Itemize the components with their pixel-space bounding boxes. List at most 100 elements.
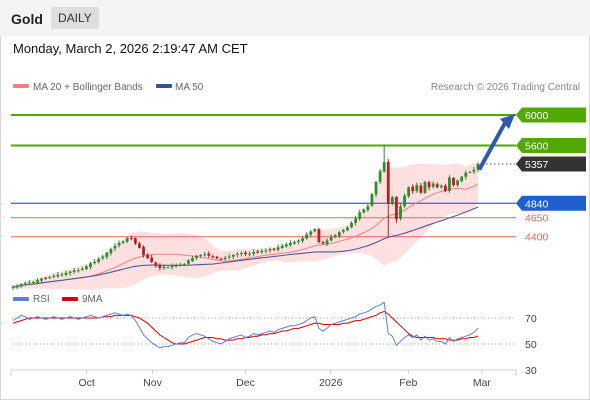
candle xyxy=(223,255,227,261)
level-label: 5357 xyxy=(525,159,549,171)
candle xyxy=(85,264,88,271)
level-label: 6000 xyxy=(525,110,549,122)
candle xyxy=(431,181,435,189)
candle-body xyxy=(80,268,84,270)
candle-body xyxy=(268,248,272,251)
candle xyxy=(154,261,158,268)
candle xyxy=(403,193,406,208)
candle-body xyxy=(443,185,447,192)
candle xyxy=(439,184,443,189)
candle xyxy=(276,244,280,252)
candle xyxy=(23,281,27,286)
candle xyxy=(358,209,362,222)
candle xyxy=(272,247,276,252)
candle-body xyxy=(341,229,345,232)
candle-body xyxy=(109,248,113,254)
candle-body xyxy=(150,257,154,262)
candle xyxy=(121,240,125,245)
candle-body xyxy=(138,243,141,248)
candle-body xyxy=(162,266,166,269)
candle xyxy=(386,159,390,237)
candle-body xyxy=(297,240,300,242)
candle-body xyxy=(256,251,260,253)
candle-body xyxy=(411,186,415,192)
candle-body xyxy=(121,241,125,243)
candle xyxy=(337,231,341,239)
rsi-ma-legend-swatch xyxy=(62,297,78,301)
level-badge-bg xyxy=(516,137,586,153)
candle xyxy=(56,271,60,279)
rsi-line xyxy=(12,301,479,349)
candle-body xyxy=(15,285,19,288)
candle-body xyxy=(276,247,280,250)
bollinger-legend-swatch xyxy=(13,84,29,88)
candle xyxy=(370,192,374,208)
rsi-legend-label: RSI xyxy=(33,294,50,305)
candle-body xyxy=(154,262,158,266)
candle xyxy=(133,237,137,246)
candle xyxy=(374,180,378,198)
candle-body xyxy=(215,256,219,259)
credit-text: Research © 2026 Trading Central xyxy=(431,82,580,93)
candle xyxy=(68,270,72,276)
candle xyxy=(288,240,292,247)
candle-body xyxy=(231,255,235,257)
timeframe-button[interactable]: DAILY xyxy=(51,7,99,29)
candle xyxy=(105,251,109,260)
candle-body xyxy=(472,169,476,172)
candle-body xyxy=(178,264,182,266)
candle xyxy=(468,170,472,174)
candle xyxy=(427,180,431,191)
candle xyxy=(382,145,386,173)
candle-body xyxy=(280,245,284,248)
candle-body xyxy=(166,267,170,269)
candle-body xyxy=(325,240,329,245)
candle xyxy=(211,254,215,259)
candle-body xyxy=(301,238,305,241)
candle-body xyxy=(227,256,231,258)
candle xyxy=(170,263,174,270)
candle xyxy=(252,249,256,256)
candle-body xyxy=(191,258,194,262)
candle xyxy=(231,253,235,260)
candle-body xyxy=(272,248,276,250)
candle xyxy=(305,231,309,240)
candle xyxy=(11,285,15,290)
candle-body xyxy=(44,277,48,279)
candle-body xyxy=(93,261,96,264)
rsi-ma-legend-label: 9MA xyxy=(82,294,103,305)
level-label: 4650 xyxy=(525,213,549,225)
candle-body xyxy=(195,255,198,259)
candle-body xyxy=(386,161,390,204)
candle-body xyxy=(407,187,411,197)
candle-body xyxy=(366,206,370,210)
candle xyxy=(129,235,133,241)
candle xyxy=(419,182,423,195)
candle-body xyxy=(427,182,431,188)
candle xyxy=(138,241,141,249)
candle xyxy=(219,257,223,261)
candle-body xyxy=(129,237,133,240)
candle xyxy=(199,254,203,259)
candle xyxy=(456,179,460,188)
candle xyxy=(76,268,80,273)
level-badge-bg xyxy=(516,156,586,172)
candle-body xyxy=(223,257,227,260)
candle-body xyxy=(211,256,215,258)
candle-body xyxy=(76,270,80,272)
candle-body xyxy=(117,242,121,246)
rsi-tick-label: 70 xyxy=(525,313,537,325)
candle-body xyxy=(85,266,88,270)
candle-body xyxy=(358,212,362,219)
candle-body xyxy=(350,223,353,228)
candle-body xyxy=(293,242,296,244)
candle-body xyxy=(456,180,460,186)
candle xyxy=(72,267,76,274)
level-badge-5357: 5357 xyxy=(516,156,586,172)
candle-body xyxy=(378,171,382,182)
candle-body xyxy=(203,254,207,256)
candle-body xyxy=(72,270,76,272)
candle-body xyxy=(244,252,247,255)
candle-body xyxy=(448,177,451,191)
candle-body xyxy=(337,232,341,236)
